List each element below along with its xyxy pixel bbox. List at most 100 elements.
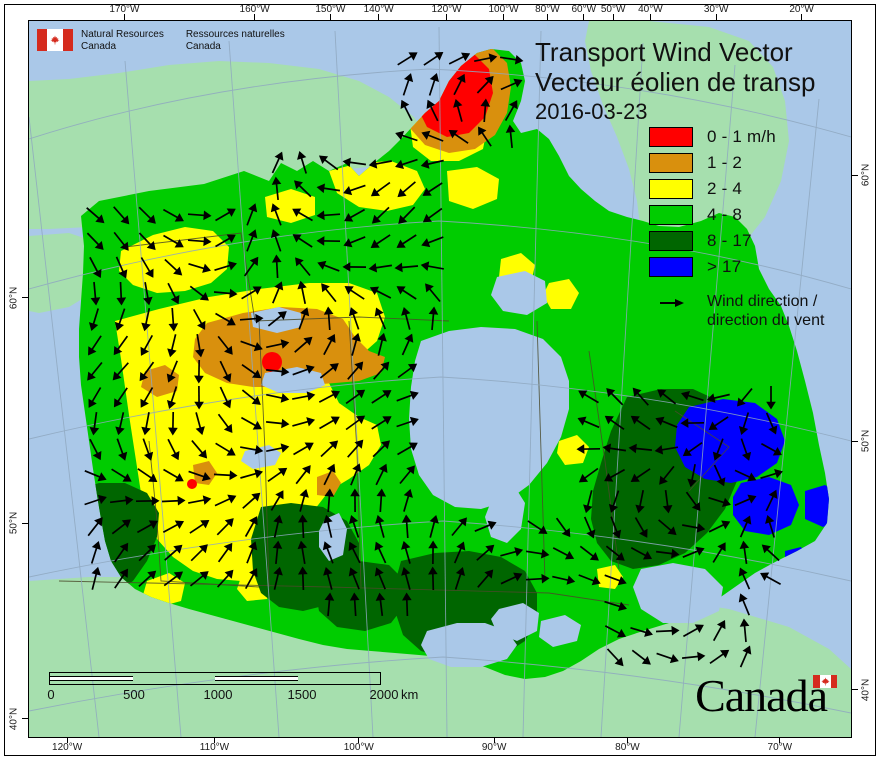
lon-label-top-9: 40°W xyxy=(638,4,663,15)
lon-label-top-2: 150°W xyxy=(315,4,346,15)
lon-tick-bottom-2 xyxy=(358,738,360,743)
title-date: 2016-03-23 xyxy=(535,99,648,124)
scale-bar-segments xyxy=(49,672,381,685)
lon-tick-top-2 xyxy=(329,14,331,20)
lat-tick-left-2 xyxy=(22,718,28,720)
lon-label-top-6: 80°W xyxy=(535,4,560,15)
lon-tick-top-8 xyxy=(612,14,614,20)
maple-leaf-icon xyxy=(820,677,830,686)
lon-tick-bottom-5 xyxy=(779,738,781,743)
lat-tick-left-0 xyxy=(22,297,28,299)
map-graphic xyxy=(29,21,851,737)
legend-swatch-5 xyxy=(649,257,693,277)
lat-tick-left-1 xyxy=(22,522,28,524)
lat-label-right-0: 60°N xyxy=(860,164,872,187)
maple-leaf-icon xyxy=(50,35,60,45)
lon-tick-bottom-0 xyxy=(66,738,68,743)
nrcan-fr-line1: Ressources naturelles xyxy=(185,29,285,40)
map-title-block: Transport Wind Vector Vecteur éolien de … xyxy=(535,37,815,127)
lon-label-top-11: 20°W xyxy=(789,4,814,15)
lat-tick-right-0 xyxy=(852,174,858,176)
lakes-and-bays xyxy=(241,271,723,667)
scale-tick-4: 2000 xyxy=(369,687,399,702)
lon-label-top-4: 120°W xyxy=(431,4,462,15)
scale-tick-2: 1000 xyxy=(203,687,233,702)
map-canvas[interactable]: 0 - 1 m/h 1 - 2 2 - 4 4 - 8 8 - 17 xyxy=(28,20,852,738)
scale-unit: km xyxy=(401,687,419,702)
lon-label-top-10: 30°W xyxy=(703,4,729,15)
page-border xyxy=(4,4,876,756)
lon-tick-bottom-4 xyxy=(626,738,628,743)
legend-row: 4 - 8 xyxy=(625,202,851,228)
lon-tick-top-10 xyxy=(715,14,717,20)
lon-label-top-5: 100°W xyxy=(488,4,519,15)
scale-bar: 0 500 1000 1500 2000 km xyxy=(47,672,418,703)
legend-swatch-3 xyxy=(649,205,693,225)
nrcan-en-line2: Canada xyxy=(81,41,117,52)
lon-tick-bottom-3 xyxy=(493,738,495,743)
legend-wind-direction-row: Wind direction / direction du vent xyxy=(625,292,851,330)
legend-swatch-2 xyxy=(649,179,693,199)
legend: 0 - 1 m/h 1 - 2 2 - 4 4 - 8 8 - 17 xyxy=(625,124,851,330)
wind-arrow-grid xyxy=(84,52,783,668)
canada-wordmark-text: Canada xyxy=(695,670,828,721)
lat-tick-right-2 xyxy=(852,689,858,691)
legend-row: 1 - 2 xyxy=(625,150,851,176)
lon-tick-top-4 xyxy=(446,14,448,20)
scale-tick-0: 0 xyxy=(47,687,55,702)
graticule xyxy=(29,26,851,737)
lon-tick-top-3 xyxy=(378,14,380,20)
nrcan-en-line1: Natural Resources xyxy=(81,29,164,40)
nrcan-fr-line2: Canada xyxy=(185,41,221,52)
lon-tick-top-1 xyxy=(254,14,256,20)
legend-label-1: 1 - 2 xyxy=(707,153,743,172)
lon-tick-top-9 xyxy=(649,14,651,20)
lon-label-bottom-5: 70°W xyxy=(767,742,793,753)
legend-wind-label-fr: direction du vent xyxy=(707,312,825,329)
lat-label-right-2: 40°N xyxy=(860,678,872,702)
canada-flag-icon xyxy=(813,675,837,688)
legend-swatch-0 xyxy=(649,127,693,147)
legend-row: > 17 xyxy=(625,254,851,280)
title-english: Transport Wind Vector xyxy=(535,37,793,67)
legend-swatch-4 xyxy=(649,231,693,251)
lon-tick-bottom-1 xyxy=(213,738,215,743)
lon-tick-top-0 xyxy=(123,14,125,20)
lon-tick-top-11 xyxy=(801,14,803,20)
legend-row: 0 - 1 m/h xyxy=(625,124,851,150)
lon-label-bottom-0: 120°W xyxy=(52,742,83,753)
legend-row: 8 - 17 xyxy=(625,228,851,254)
lon-label-top-7: 60°W xyxy=(571,4,597,15)
title-french: Vecteur éolien de transp xyxy=(535,67,816,97)
lat-label-left-2: 40°N xyxy=(8,707,20,731)
lon-label-bottom-1: 110°W xyxy=(199,742,230,753)
legend-label-0: 0 - 1 m/h xyxy=(707,127,776,146)
legend-swatch-1 xyxy=(649,153,693,173)
lon-label-top-1: 160°W xyxy=(239,4,270,15)
wind-direction-arrow-icon xyxy=(649,292,693,314)
lon-label-top-3: 140°W xyxy=(363,4,394,15)
lon-tick-top-6 xyxy=(546,14,548,20)
lon-tick-top-7 xyxy=(583,14,585,20)
legend-label-5: > 17 xyxy=(707,257,742,276)
lon-label-top-0: 170°W xyxy=(109,4,140,15)
canada-wordmark: Canada xyxy=(695,673,837,719)
scale-bar-labels: 0 500 1000 1500 2000 km xyxy=(47,687,418,703)
lon-tick-top-5 xyxy=(503,14,505,20)
lon-label-bottom-2: 100°W xyxy=(343,742,374,753)
legend-label-4: 8 - 17 xyxy=(707,231,752,250)
legend-label-3: 4 - 8 xyxy=(707,205,743,224)
canada-flag-icon xyxy=(37,29,73,51)
legend-row: 2 - 4 xyxy=(625,176,851,202)
scale-tick-1: 500 xyxy=(123,687,145,702)
lon-label-bottom-4: 80°W xyxy=(615,742,640,753)
natural-resources-canada-signature: Natural Resources Canada Ressources natu… xyxy=(37,29,307,53)
lat-label-left-0: 60°N xyxy=(8,286,20,309)
lat-tick-right-1 xyxy=(852,440,858,442)
lon-label-top-8: 50°W xyxy=(600,4,626,15)
lat-label-left-1: 50°N xyxy=(8,512,20,535)
lon-label-bottom-3: 90°W xyxy=(481,742,507,753)
legend-wind-label-en: Wind direction / xyxy=(707,293,818,310)
scale-tick-3: 1500 xyxy=(287,687,317,702)
